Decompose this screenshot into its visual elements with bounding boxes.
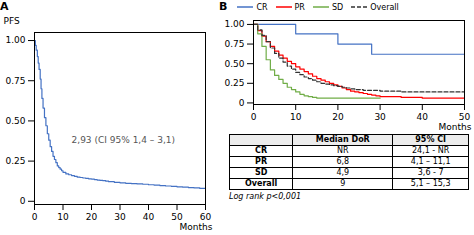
svg-text:20: 20: [332, 112, 344, 122]
svg-text:0: 0: [251, 112, 257, 122]
svg-text:40: 40: [143, 212, 155, 222]
html-text:Overall: Overall: [245, 179, 278, 188]
html-text:Log rank p<0,001: Log rank p<0,001: [229, 192, 302, 201]
svg-text:0.25: 0.25: [5, 156, 25, 166]
html-text:PR: PR: [255, 157, 268, 166]
svg-text:10: 10: [57, 212, 69, 222]
svg-text:PFS: PFS: [4, 16, 20, 26]
html-text:CR: CR: [256, 2, 268, 12]
svg-text:10: 10: [290, 112, 302, 122]
svg-text:Months: Months: [180, 222, 213, 232]
html-text:9: 9: [340, 179, 346, 188]
svg-text:60: 60: [200, 212, 212, 222]
svg-text:0.75: 0.75: [224, 39, 244, 49]
html-text:CR: CR: [255, 146, 268, 155]
svg-text:0.25: 0.25: [224, 78, 244, 88]
html-text:Overall: Overall: [370, 2, 399, 12]
svg-text:0: 0: [20, 196, 26, 206]
svg-text:50: 50: [171, 212, 183, 222]
html-text:5,1 – 15,3: 5,1 – 15,3: [410, 179, 451, 188]
html-text:24,1 - NR: 24,1 - NR: [412, 146, 450, 155]
svg-text:20: 20: [86, 212, 98, 222]
html-text:SD: SD: [254, 168, 268, 177]
svg-text:30: 30: [114, 212, 126, 222]
html-text:SD: SD: [331, 2, 344, 12]
svg-text:0: 0: [32, 212, 38, 222]
html-text:95% CI: 95% CI: [415, 135, 446, 144]
html-text:B: B: [219, 0, 228, 13]
svg-text:0.75: 0.75: [5, 76, 25, 86]
html-text:A: A: [0, 0, 9, 13]
html-text:6,8: 6,8: [336, 157, 350, 166]
html-text:NR: NR: [337, 146, 349, 155]
svg-text:Months: Months: [439, 122, 472, 132]
svg-text:0.50: 0.50: [224, 59, 244, 69]
svg-text:40: 40: [417, 112, 429, 122]
svg-text:1.00: 1.00: [5, 35, 25, 45]
svg-text:1.00: 1.00: [224, 19, 244, 29]
html-text:PR: PR: [294, 2, 305, 12]
svg-text:0: 0: [239, 98, 245, 108]
svg-text:50: 50: [459, 112, 471, 122]
html-text:4,9: 4,9: [336, 168, 350, 177]
html-text:4,1 – 11,1: 4,1 – 11,1: [410, 157, 451, 166]
html-text:Median DoR: Median DoR: [315, 135, 370, 144]
svg-text:0.50: 0.50: [5, 116, 25, 126]
html-text:3,6 - 7: 3,6 - 7: [417, 168, 444, 177]
svg-text:2,93 (CI 95% 1,4 – 3,1): 2,93 (CI 95% 1,4 – 3,1): [72, 135, 175, 145]
svg-text:30: 30: [374, 112, 386, 122]
